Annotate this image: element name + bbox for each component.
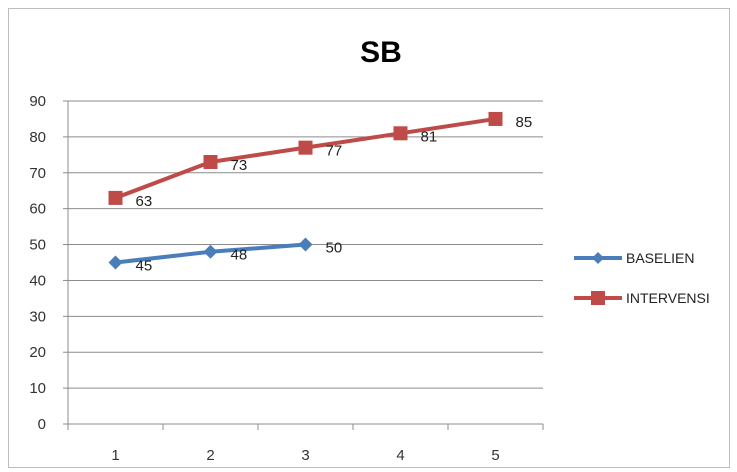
y-tick-label: 70 xyxy=(29,165,46,182)
y-tick-label: 90 xyxy=(29,93,46,110)
data-point xyxy=(393,126,408,141)
data-point xyxy=(203,244,218,259)
data-point xyxy=(108,255,123,270)
x-tick-label: 2 xyxy=(206,447,214,464)
data-label: 77 xyxy=(326,143,343,160)
grid-lines xyxy=(63,100,543,429)
data-label: 50 xyxy=(326,240,343,257)
data-label: 45 xyxy=(136,258,153,275)
y-tick-label: 30 xyxy=(29,308,46,325)
x-tick-label: 5 xyxy=(491,447,499,464)
x-tick-label: 3 xyxy=(301,447,309,464)
y-tick-label: 40 xyxy=(29,272,46,289)
y-tick-label: 20 xyxy=(29,344,46,361)
data-label: 63 xyxy=(136,193,153,210)
series-line-intervensi xyxy=(114,116,496,200)
data-label: 81 xyxy=(421,128,438,145)
legend-label: INTERVENSI xyxy=(626,290,710,306)
y-tick-label: 10 xyxy=(29,380,46,397)
x-tick-label: 4 xyxy=(396,447,404,464)
data-point xyxy=(298,140,313,155)
legend-label: BASELIEN xyxy=(626,250,694,266)
data-label: 48 xyxy=(231,247,248,264)
legend-marker xyxy=(592,252,604,264)
data-point xyxy=(108,190,123,205)
legend-marker xyxy=(591,291,605,305)
x-axis-ticks: 1 2 3 4 5 xyxy=(67,424,544,464)
data-point xyxy=(298,237,313,252)
chart-title: SB xyxy=(360,36,402,69)
legend: BASELIEN INTERVENSI xyxy=(574,250,710,306)
data-label: 73 xyxy=(231,157,248,174)
x-tick-label: 1 xyxy=(111,447,119,464)
data-point xyxy=(203,155,218,170)
chart-frame xyxy=(8,8,730,468)
data-label: 85 xyxy=(516,114,533,131)
series-group: 45 48 50 63 73 77 81 85 xyxy=(108,111,533,275)
y-tick-label: 60 xyxy=(29,201,46,218)
y-axis-ticks: 0 10 20 30 40 50 60 70 80 90 xyxy=(29,93,46,433)
data-point xyxy=(488,111,503,126)
y-tick-label: 80 xyxy=(29,129,46,146)
y-tick-label: 50 xyxy=(29,237,46,254)
y-tick-label: 0 xyxy=(38,416,46,433)
